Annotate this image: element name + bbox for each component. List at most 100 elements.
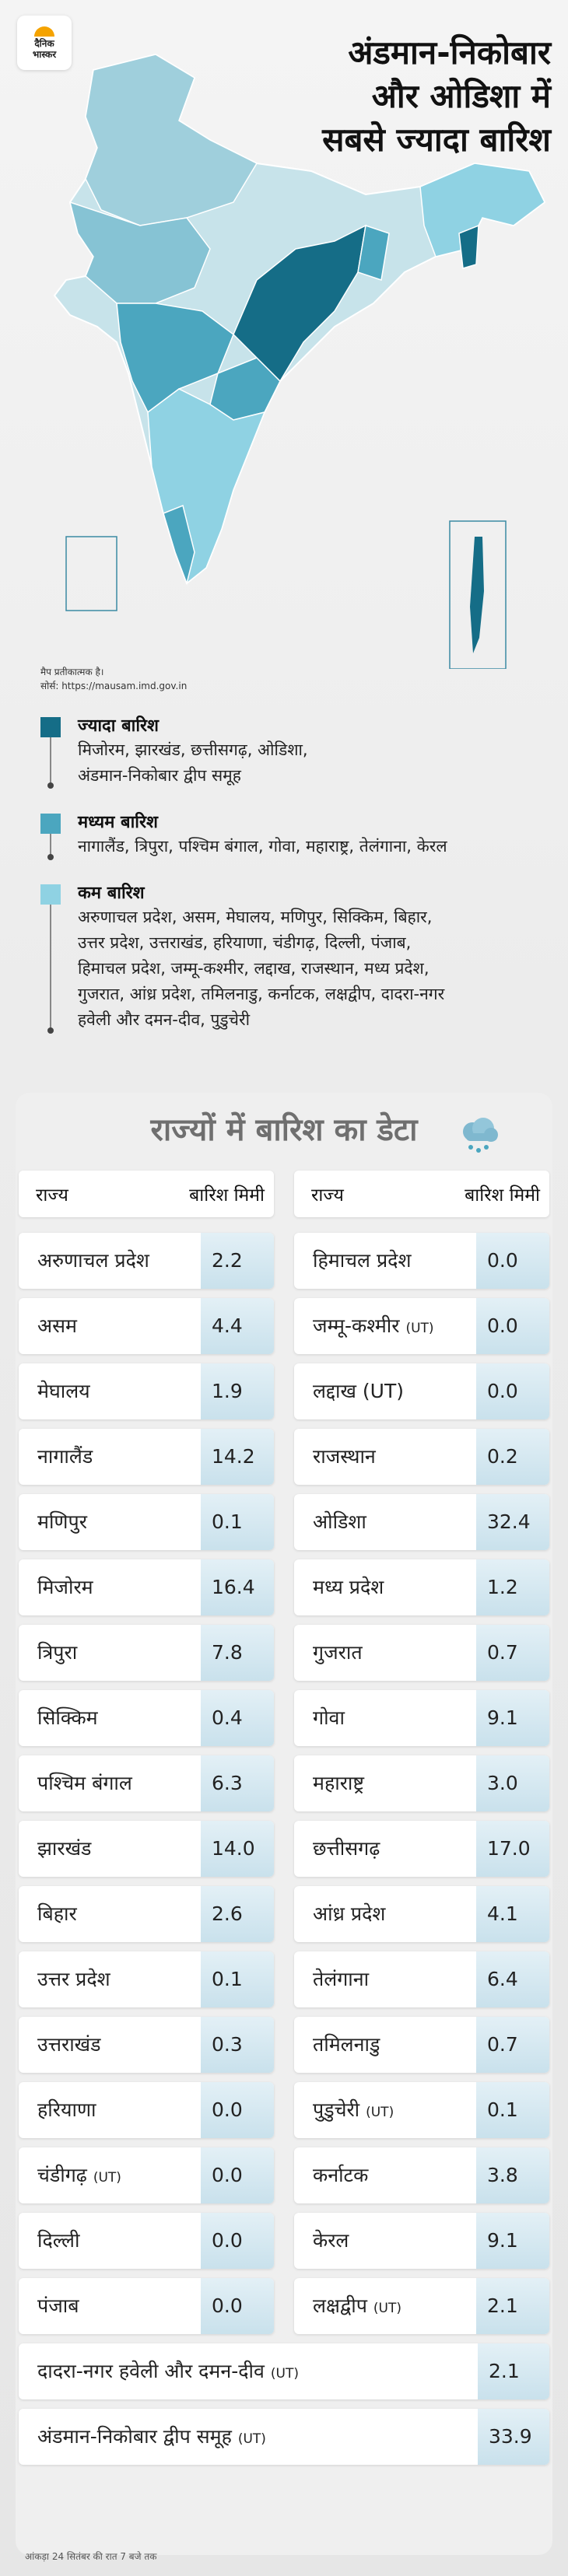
state-name: ओडिशा: [313, 1494, 366, 1550]
ut-tag: (UT): [405, 1321, 434, 1336]
rain-value: 2.1: [476, 2278, 549, 2334]
legend-low: कम बारिश अरुणाचल प्रदेश, असम, मेघालय, मण…: [40, 883, 554, 1034]
rain-value: 6.3: [201, 1755, 274, 1811]
map-inset-andaman: [449, 520, 507, 669]
state-name-text: नागालैंड: [37, 1445, 93, 1468]
legend: ज्यादा बारिश मिजोरम, झारखंड, छत्तीसगढ़, …: [40, 716, 554, 1056]
state-name-text: मिजोरम: [37, 1576, 93, 1598]
map-region-high-mizoram: [458, 224, 479, 269]
rain-value: 33.9: [478, 2409, 549, 2465]
rain-value: 0.4: [201, 1690, 274, 1746]
ut-tag: (UT): [93, 2170, 121, 2186]
rain-value: 4.4: [201, 1298, 274, 1354]
legend-swatch-high: [40, 717, 61, 737]
legend-text: अंडमान-निकोबार द्वीप समूह: [78, 766, 241, 785]
state-name: चंडीगढ़ (UT): [37, 2147, 121, 2203]
legend-text: उत्तर प्रदेश, उत्तराखंड, हरियाणा, चंडीगढ…: [78, 933, 412, 952]
table-row: मेघालय 1.9: [19, 1363, 274, 1419]
sun-icon: [34, 26, 54, 37]
table-row: छत्तीसगढ़ 17.0: [294, 1821, 549, 1877]
state-name: लद्दाख (UT): [313, 1363, 404, 1419]
state-name-text: गोवा: [313, 1706, 345, 1729]
map-note: मैप प्रतीकात्मक है। सोर्स: https://mausa…: [40, 665, 187, 693]
table-row: त्रिपुरा 7.8: [19, 1625, 274, 1681]
table-row: गोवा 9.1: [294, 1690, 549, 1746]
state-name-text: सिक्किम: [37, 1706, 98, 1729]
legend-medium: मध्यम बारिश नागालैंड, त्रिपुरा, पश्चिम ब…: [40, 812, 554, 860]
state-name: महाराष्ट्र: [313, 1755, 364, 1811]
state-name: तमिलनाडु: [313, 2017, 380, 2073]
state-name: सिक्किम: [37, 1690, 98, 1746]
state-name: अरुणाचल प्रदेश: [37, 1233, 149, 1289]
header-state: राज्य: [36, 1185, 68, 1206]
state-name: केरल: [313, 2213, 349, 2269]
india-rainfall-map: [53, 53, 546, 669]
table-row: दादरा-नगर हवेली और दमन-दीव (UT) 2.1: [19, 2343, 549, 2399]
state-name-text: त्रिपुरा: [37, 1641, 78, 1664]
state-name: अंडमान-निकोबार द्वीप समूह (UT): [37, 2409, 266, 2465]
state-name-text: पंजाब: [37, 2294, 79, 2317]
legend-text: गुजरात, आंध्र प्रदेश, तमिलनाडु, कर्नाटक,…: [78, 985, 445, 1003]
legend-swatch-medium: [40, 814, 61, 834]
state-name-text: लक्षद्वीप: [313, 2294, 367, 2317]
state-name-text: महाराष्ट्र: [313, 1772, 365, 1794]
state-name-text: अरुणाचल प्रदेश: [37, 1249, 149, 1272]
state-name-text: मेघालय: [37, 1380, 90, 1402]
state-name-text: बिहार: [37, 1902, 77, 1925]
state-name: उत्तराखंड: [37, 2017, 101, 2073]
table-row: मध्य प्रदेश 1.2: [294, 1559, 549, 1615]
state-name-text: झारखंड: [37, 1837, 92, 1860]
rain-value: 0.0: [476, 1233, 549, 1289]
state-name-text: मणिपुर: [37, 1510, 87, 1533]
state-name-text: ओडिशा: [313, 1510, 366, 1533]
state-name: जम्मू-कश्मीर (UT): [313, 1298, 434, 1354]
legend-title: ज्यादा बारिश: [78, 716, 159, 736]
state-name-text: पुडुचेरी: [313, 2098, 360, 2121]
brand-line-1: दैनिक: [34, 37, 54, 49]
rain-value: 7.8: [201, 1625, 274, 1681]
table-row: लक्षद्वीप (UT) 2.1: [294, 2278, 549, 2334]
state-name-text: हिमाचल प्रदेश: [313, 1249, 412, 1272]
legend-text: हिमाचल प्रदेश, जम्मू-कश्मीर, लद्दाख, राज…: [78, 959, 430, 978]
table-title: राज्यों में बारिश का डेटा: [150, 1112, 418, 1148]
rain-value: 2.6: [201, 1886, 274, 1942]
table-row: राजस्थान 0.2: [294, 1429, 549, 1485]
rain-value: 9.1: [476, 2213, 549, 2269]
header-rain: बारिश मिमी: [189, 1185, 265, 1206]
legend-stem: [50, 834, 51, 856]
brand-line-2: भास्कर: [32, 48, 57, 60]
state-name-text: गुजरात: [313, 1641, 363, 1664]
table-row: हिमाचल प्रदेश 0.0: [294, 1233, 549, 1289]
state-name-text: कर्नाटक: [313, 2164, 369, 2186]
state-name-text: राजस्थान: [313, 1445, 376, 1468]
state-name-text: पश्चिम बंगाल: [37, 1772, 132, 1794]
legend-text: मिजोरम, झारखंड, छत्तीसगढ़, ओडिशा,: [78, 740, 308, 759]
state-name-text: चंडीगढ़: [37, 2164, 87, 2186]
table-row: झारखंड 14.0: [19, 1821, 274, 1877]
rain-value: 0.3: [201, 2017, 274, 2073]
state-name-text: छत्तीसगढ़: [313, 1837, 380, 1860]
state-name: तेलंगाना: [313, 1951, 369, 2007]
map-inset-lakshadweep: [65, 536, 117, 611]
state-name-text: उत्तर प्रदेश: [37, 1968, 110, 1990]
table-row: अरुणाचल प्रदेश 2.2: [19, 1233, 274, 1289]
brand-logo: दैनिक भास्कर: [17, 16, 72, 70]
state-name: गुजरात: [313, 1625, 363, 1681]
legend-dot: [47, 854, 54, 860]
rain-cloud-icon: [463, 1118, 498, 1153]
table-row: पश्चिम बंगाल 6.3: [19, 1755, 274, 1811]
rain-value: 17.0: [476, 1821, 549, 1877]
rain-value: 0.0: [476, 1363, 549, 1419]
rain-value: 0.0: [201, 2082, 274, 2138]
state-name: दिल्ली: [37, 2213, 79, 2269]
table-row: गुजरात 0.7: [294, 1625, 549, 1681]
rain-value: 0.7: [476, 1625, 549, 1681]
table-row: सिक्किम 0.4: [19, 1690, 274, 1746]
state-name-text: केरल: [313, 2229, 349, 2252]
ut-tag: (UT): [373, 2301, 401, 2316]
table-row: ओडिशा 32.4: [294, 1494, 549, 1550]
table-row: बिहार 2.6: [19, 1886, 274, 1942]
table-header-left: राज्य बारिश मिमी: [19, 1171, 274, 1217]
legend-text: हवेली और दमन-दीव, पुडुचेरी: [78, 1010, 251, 1029]
table-row: तमिलनाडु 0.7: [294, 2017, 549, 2073]
